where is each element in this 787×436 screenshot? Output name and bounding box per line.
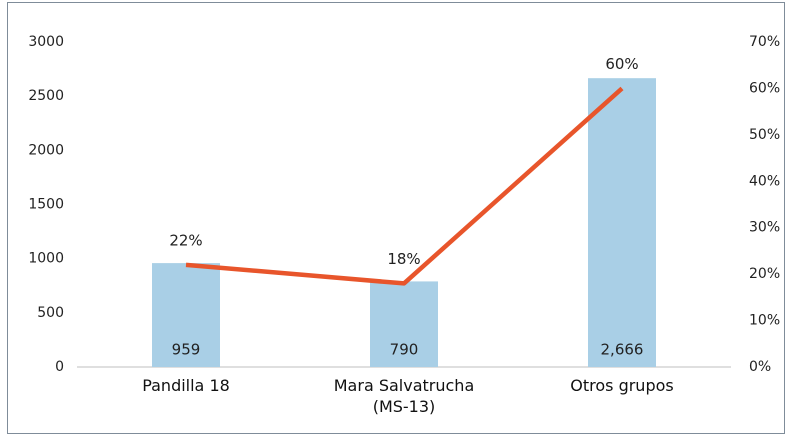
y-tick-label: 3000 — [28, 34, 64, 50]
bar-value-label: 790 — [390, 341, 419, 359]
bar — [588, 78, 656, 367]
y2-tick-label: 70% — [749, 34, 780, 50]
line-value-label: 18% — [387, 250, 420, 268]
bar-value-label: 2,666 — [601, 341, 644, 359]
y2-tick-label: 40% — [749, 173, 780, 189]
chart-frame — [7, 2, 785, 434]
y-tick-label: 1500 — [28, 197, 64, 213]
y2-tick-label: 20% — [749, 266, 780, 282]
bar — [370, 281, 438, 367]
y-tick-label: 2000 — [28, 142, 64, 158]
y2-tick-label: 50% — [749, 127, 780, 143]
y2-tick-label: 0% — [749, 359, 771, 375]
x-tick-label: Mara Salvatrucha (MS-13) — [333, 376, 475, 416]
bar-value-label: 959 — [172, 341, 201, 359]
x-tick-label: Otros grupos — [570, 376, 674, 395]
y-tick-label: 2500 — [28, 88, 64, 104]
bar — [152, 263, 220, 367]
x-tick-label: Pandilla 18 — [142, 376, 230, 395]
y2-tick-label: 60% — [749, 80, 780, 96]
line-value-label: 22% — [169, 231, 202, 249]
y2-tick-label: 30% — [749, 220, 780, 236]
y-tick-label: 500 — [37, 305, 64, 321]
line — [185, 86, 624, 286]
y2-tick-label: 10% — [749, 313, 780, 329]
line-value-label: 60% — [605, 55, 638, 73]
y-tick-label: 0 — [55, 359, 64, 375]
y-tick-label: 1000 — [28, 251, 64, 267]
